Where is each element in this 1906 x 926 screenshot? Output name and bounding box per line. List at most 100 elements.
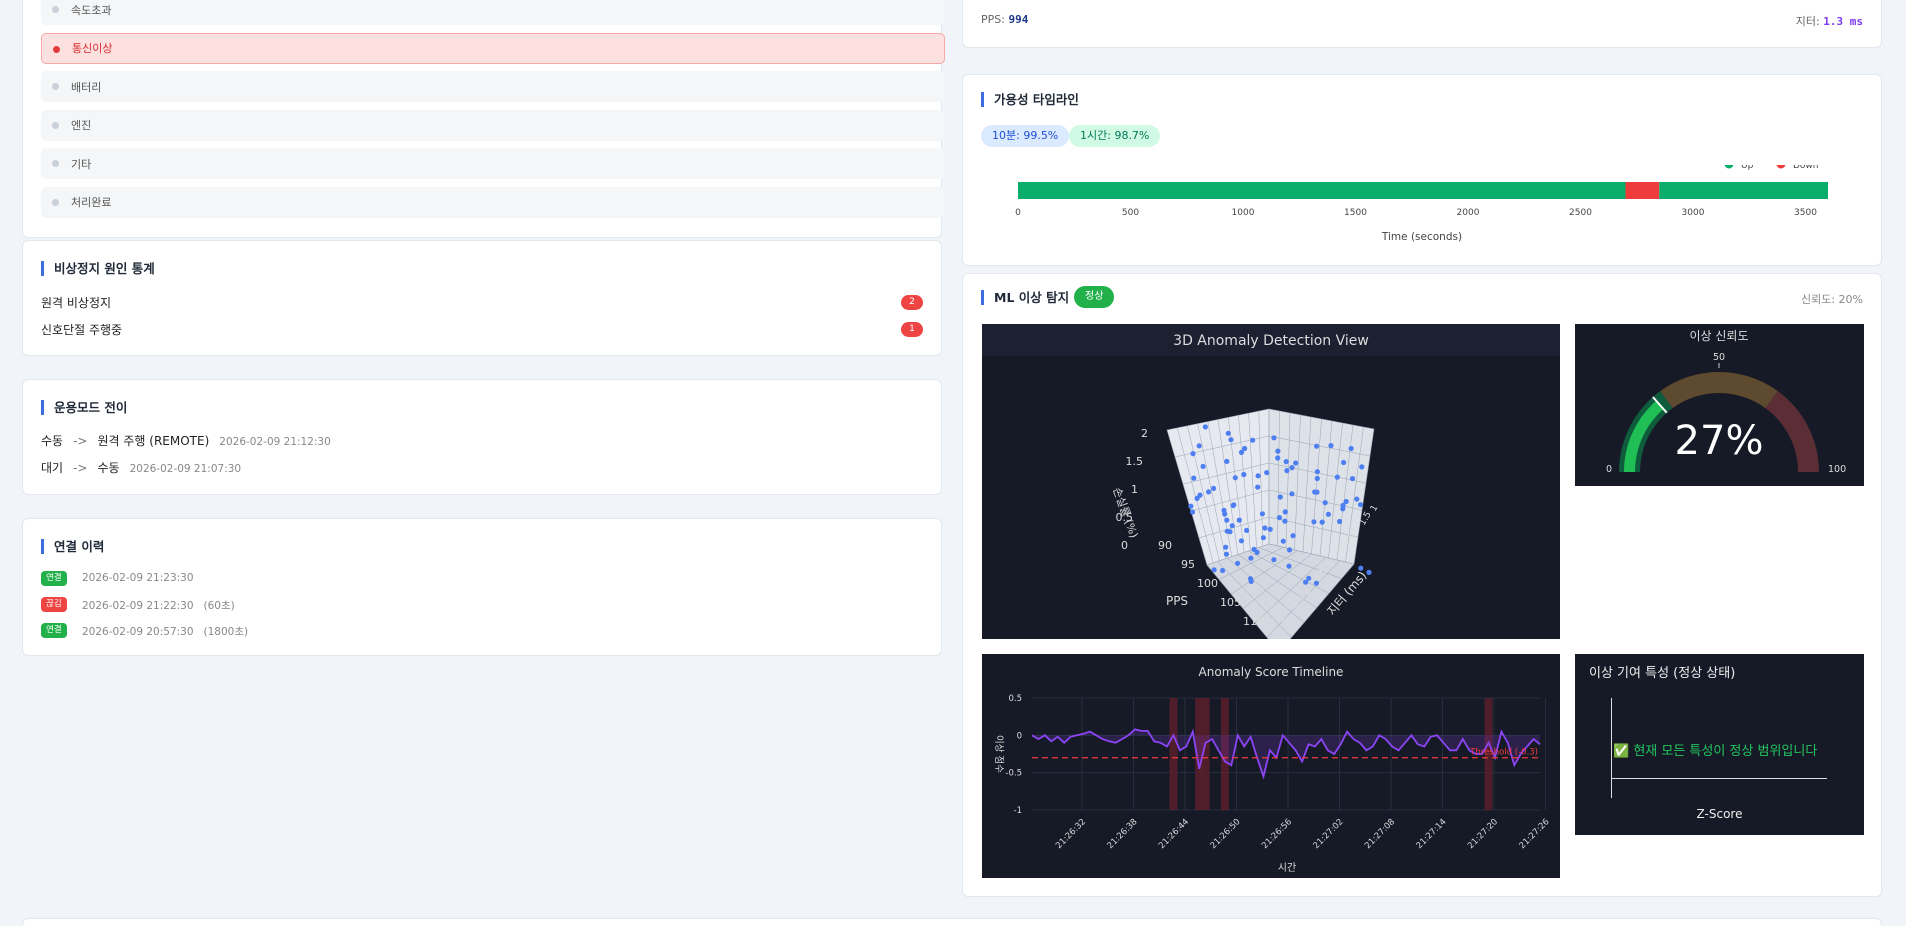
bottom-card-partial — [22, 918, 1882, 926]
timestamp: 2026-02-09 21:22:30 — [82, 600, 194, 612]
timeline-x-axis-label: 시간 — [1278, 862, 1296, 874]
scatter-point — [1343, 498, 1349, 505]
threshold-label: Threshold (-0.3) — [1469, 748, 1538, 758]
score-line — [1031, 728, 1541, 780]
mode-transition-card: 운용모드 전이 수동 -> 원격 주행 (REMOTE) 2026-02-09 … — [22, 379, 942, 495]
availability-segment-up[interactable] — [1659, 182, 1828, 199]
status-dot — [52, 83, 59, 90]
filter-item[interactable]: 속도초과 — [41, 0, 945, 25]
scatter-point — [1224, 458, 1230, 464]
timeline-x-tick: 21:26:50 — [1209, 817, 1243, 851]
scatter-point — [1275, 455, 1281, 461]
anomaly-score-timeline[interactable]: Anomaly Score Timeline Threshold (-0.3) … — [982, 654, 1560, 878]
jitter-value: 1.3 ms — [1823, 15, 1863, 28]
z-tick: 1.5 — [1126, 455, 1144, 468]
scatter-point — [1340, 502, 1346, 508]
jitter-stat: 지터: 1.3 ms — [1796, 13, 1863, 29]
scatter-point — [1341, 459, 1347, 466]
scatter-point — [1286, 563, 1292, 569]
scatter-point — [1354, 496, 1360, 502]
scatter-point — [1238, 538, 1245, 544]
scatter-point — [1206, 489, 1212, 495]
connection-status-badge: 끊김 — [41, 597, 67, 612]
scatter-point — [1191, 475, 1197, 481]
scatter-point — [1271, 435, 1277, 441]
timeline-x-tick: 21:27:20 — [1466, 817, 1500, 851]
availability-tick: 2500 — [1569, 208, 1592, 218]
estop-stats-card: 비상정지 원인 통계 원격 비상정지 2 신호단절 주행중 1 — [22, 240, 942, 356]
scatter-point — [1289, 465, 1295, 471]
filter-label: 통신이상 — [72, 42, 113, 55]
filter-label: 기타 — [71, 157, 92, 171]
filter-item[interactable]: 통신이상 — [41, 32, 945, 64]
scatter-point — [1227, 529, 1233, 535]
timeline-x-tick: 21:27:02 — [1312, 817, 1346, 851]
filter-item[interactable]: 처리완료 — [41, 186, 945, 218]
filter-label: 엔진 — [71, 119, 92, 132]
filter-item[interactable]: 엔진 — [41, 109, 945, 141]
scatter-point — [1244, 527, 1250, 533]
legend-label: Down — [1793, 165, 1819, 171]
scatter-point — [1254, 549, 1260, 555]
availability-segment-up[interactable] — [1018, 182, 1626, 199]
scatter-point — [1262, 525, 1268, 531]
scatter-point — [1314, 443, 1320, 449]
status-dot — [52, 6, 59, 13]
scatter-point — [1293, 460, 1299, 466]
scatter-point — [1311, 519, 1317, 525]
timeline-y-tick: -0.5 — [1005, 769, 1022, 779]
z-tick: 1 — [1131, 483, 1138, 496]
y-tick: 2 — [1347, 532, 1359, 542]
score-area — [1032, 729, 1540, 777]
gauge-range-mid — [1660, 372, 1778, 409]
availability-10m-badge: 10분: 99.5% — [981, 125, 1070, 147]
scatter-point — [1322, 500, 1328, 506]
timeline-title: Anomaly Score Timeline — [1199, 665, 1344, 679]
scatter-point — [1190, 451, 1196, 457]
features-x-label: Z-Score — [1696, 807, 1743, 821]
scatter-point — [1189, 509, 1196, 515]
anomaly-band — [1201, 698, 1210, 810]
availability-card: 가용성 타임라인 10분: 99.5% 1시간: 98.7% Up Down 0 5… — [962, 74, 1882, 266]
legend-marker — [1724, 165, 1734, 169]
gauge-min-label: 0 — [1606, 464, 1612, 475]
availability-x-axis-label: Time (seconds) — [1381, 231, 1462, 243]
timeline-y-axis-label: 이상 점수 — [993, 735, 1005, 773]
scatter-point — [1337, 518, 1343, 525]
availability-tick: 1500 — [1344, 208, 1367, 218]
availability-segment-down[interactable] — [1625, 182, 1660, 199]
mode-to: 수동 — [97, 461, 120, 475]
scatter-point — [1211, 485, 1217, 491]
ml-anomaly-card: ML 이상 탐지 정상 신뢰도: 20% 3D Anomaly Detectio… — [962, 273, 1882, 897]
status-dot — [52, 160, 59, 167]
pps-label: PPS: — [981, 13, 1005, 26]
timeline-x-tick: 21:27:08 — [1363, 817, 1397, 851]
scatter-point — [1325, 511, 1331, 517]
filter-label: 배터리 — [71, 80, 102, 94]
confidence-gauge: 이상 신뢰도 50 0 100 27% — [1575, 324, 1864, 486]
connection-history-title: 연결 이력 — [41, 539, 104, 554]
filter-item[interactable]: 배터리 — [41, 71, 945, 102]
legend-marker — [1776, 165, 1786, 169]
scatter-point — [1267, 526, 1273, 532]
timeline-y-tick: 0.5 — [1008, 694, 1022, 704]
anomaly-3d-view[interactable]: 3D Anomaly Detection View 2 1.5 1 0.5 0 손실률 (… — [982, 324, 1560, 653]
features-x-axis — [1611, 778, 1827, 779]
connection-history-card: 연결 이력 연결 2026-02-09 21:23:30 끊김 2026-02-09 … — [22, 518, 942, 656]
filter-item[interactable]: 기타 — [41, 148, 945, 179]
timeline-x-tick: 21:27:26 — [1518, 817, 1552, 851]
timeline-x-tick: 21:26:32 — [1054, 817, 1088, 851]
timestamp: 2026-02-09 21:12:30 — [219, 436, 331, 448]
gauge-needle — [1652, 396, 1668, 414]
scatter-point — [1259, 511, 1265, 517]
scatter-point — [1334, 474, 1340, 480]
filter-label: 속도초과 — [71, 3, 112, 17]
y-tick: 1 — [1369, 504, 1381, 514]
scatter-point — [1230, 502, 1236, 509]
scatter-point — [1289, 491, 1295, 497]
scatter-point — [1303, 579, 1309, 585]
features-y-axis — [1611, 698, 1612, 798]
scatter-point — [1238, 449, 1245, 455]
scatter-point — [1276, 515, 1283, 521]
